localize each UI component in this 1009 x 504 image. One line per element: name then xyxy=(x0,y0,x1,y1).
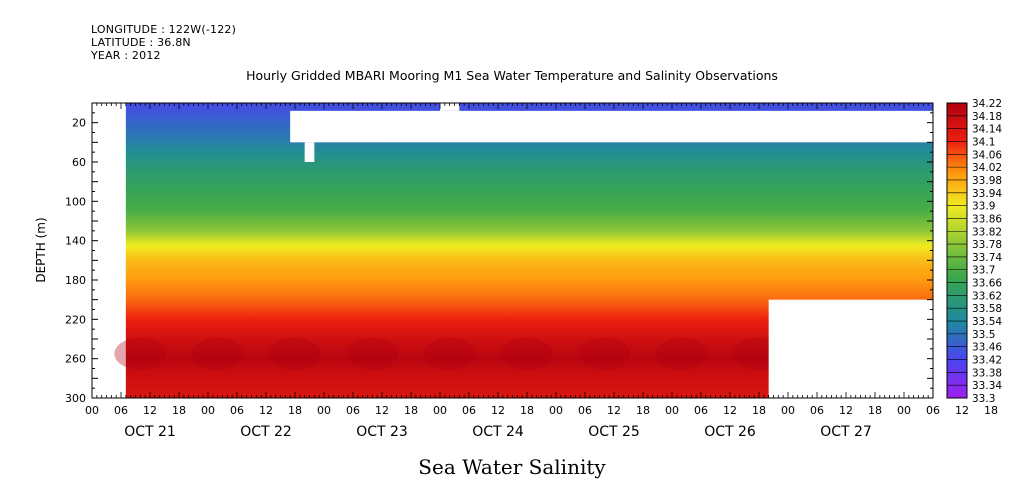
x-day-label: OCT 26 xyxy=(704,424,756,440)
y-tick-label: 140 xyxy=(65,235,86,248)
x-hour-label: 12 xyxy=(143,404,157,417)
colorbar-label: 34.06 xyxy=(972,149,1002,161)
x-hour-label: 00 xyxy=(201,404,215,417)
x-hour-label: 12 xyxy=(607,404,621,417)
missing-data-region xyxy=(290,110,934,143)
colorbar-label: 33.98 xyxy=(972,175,1002,187)
colorbar-label: 33.58 xyxy=(972,303,1002,315)
colorbar-label: 33.34 xyxy=(972,380,1002,392)
colorbar-label: 34.22 xyxy=(972,98,1002,110)
x-hour-label: 12 xyxy=(259,404,273,417)
colorbar-bar xyxy=(946,102,968,399)
x-hour-label: 18 xyxy=(752,404,766,417)
colorbar-label: 33.94 xyxy=(972,188,1002,200)
x-hour-label: 00 xyxy=(549,404,563,417)
x-day-label: OCT 21 xyxy=(124,424,176,440)
x-hour-label: 06 xyxy=(926,404,940,417)
x-axis-label: Sea Water Salinity xyxy=(418,455,606,479)
x-hour-label: 00 xyxy=(781,404,795,417)
x-hour-label: 18 xyxy=(984,404,998,417)
year-label: YEAR : 2012 xyxy=(91,49,161,62)
x-hour-label: 18 xyxy=(520,404,534,417)
colorbar-label: 33.78 xyxy=(972,239,1002,251)
x-hour-label: 12 xyxy=(955,404,969,417)
x-day-label: OCT 23 xyxy=(356,424,408,440)
x-hour-label: 00 xyxy=(317,404,331,417)
missing-data-region xyxy=(304,142,315,162)
x-hour-label: 18 xyxy=(288,404,302,417)
x-hour-label: 00 xyxy=(85,404,99,417)
missing-data-region xyxy=(768,299,933,398)
colorbar-label: 33.7 xyxy=(972,265,995,277)
x-hour-label: 06 xyxy=(346,404,360,417)
x-hour-label: 06 xyxy=(578,404,592,417)
colorbar-label: 33.74 xyxy=(972,252,1002,264)
plot-area xyxy=(114,103,934,398)
x-day-label: OCT 27 xyxy=(820,424,872,440)
high-salinity-patch xyxy=(501,337,553,370)
x-hour-label: 12 xyxy=(723,404,737,417)
colorbar-label: 33.3 xyxy=(972,393,995,405)
x-hour-label: 06 xyxy=(462,404,476,417)
colorbar-label: 33.86 xyxy=(972,213,1002,225)
colorbar: 34.2234.1834.1434.134.0634.0233.9833.943… xyxy=(946,98,1002,405)
x-hour-label: 18 xyxy=(868,404,882,417)
longitude-label: LONGITUDE : 122W(-122) xyxy=(91,23,237,36)
x-hour-label: 12 xyxy=(375,404,389,417)
y-tick-label: 300 xyxy=(65,392,86,405)
high-salinity-patch xyxy=(269,337,321,370)
y-tick-label: 260 xyxy=(65,353,86,366)
colorbar-label: 33.54 xyxy=(972,316,1002,328)
x-day-label: OCT 24 xyxy=(472,424,524,440)
x-hour-label: 06 xyxy=(694,404,708,417)
high-salinity-patch xyxy=(191,337,244,370)
x-hour-label: 00 xyxy=(897,404,911,417)
y-tick-label: 180 xyxy=(65,274,86,287)
colorbar-label: 33.9 xyxy=(972,201,995,213)
x-day-label: OCT 22 xyxy=(240,424,292,440)
x-hour-label: 12 xyxy=(491,404,505,417)
missing-data-region xyxy=(440,103,460,111)
y-tick-label: 100 xyxy=(65,195,86,208)
x-hour-label: 18 xyxy=(636,404,650,417)
latitude-label: LATITUDE : 36.8N xyxy=(91,36,191,49)
x-hour-label: 12 xyxy=(839,404,853,417)
x-hour-label: 00 xyxy=(433,404,447,417)
colorbar-label: 33.46 xyxy=(972,342,1002,354)
x-hour-label: 06 xyxy=(810,404,824,417)
chart-title: Hourly Gridded MBARI Mooring M1 Sea Wate… xyxy=(246,68,778,83)
colorbar-label: 33.66 xyxy=(972,278,1002,290)
y-axis-label: DEPTH (m) xyxy=(34,217,48,282)
y-tick-label: 20 xyxy=(72,117,86,130)
y-tick-label: 60 xyxy=(72,156,86,169)
x-hour-label: 18 xyxy=(404,404,418,417)
colorbar-label: 34.1 xyxy=(972,136,995,148)
colorbar-label: 33.5 xyxy=(972,329,995,341)
colorbar-label: 34.18 xyxy=(972,111,1002,123)
colorbar-label: 34.14 xyxy=(972,124,1002,136)
x-hour-label: 06 xyxy=(230,404,244,417)
high-salinity-patch xyxy=(346,337,399,370)
x-hour-label: 00 xyxy=(665,404,679,417)
y-tick-label: 220 xyxy=(65,313,86,326)
x-hour-label: 18 xyxy=(172,404,186,417)
x-hour-label: 06 xyxy=(114,404,128,417)
colorbar-label: 33.42 xyxy=(972,355,1002,367)
x-day-label: OCT 25 xyxy=(588,424,640,440)
colorbar-label: 33.38 xyxy=(972,367,1002,379)
colorbar-label: 33.82 xyxy=(972,226,1002,238)
colorbar-label: 34.02 xyxy=(972,162,1002,174)
high-salinity-patch xyxy=(423,337,476,370)
high-salinity-patch xyxy=(114,337,167,370)
high-salinity-patch xyxy=(655,337,708,370)
colorbar-label: 33.62 xyxy=(972,290,1002,302)
high-salinity-patch xyxy=(578,337,631,370)
